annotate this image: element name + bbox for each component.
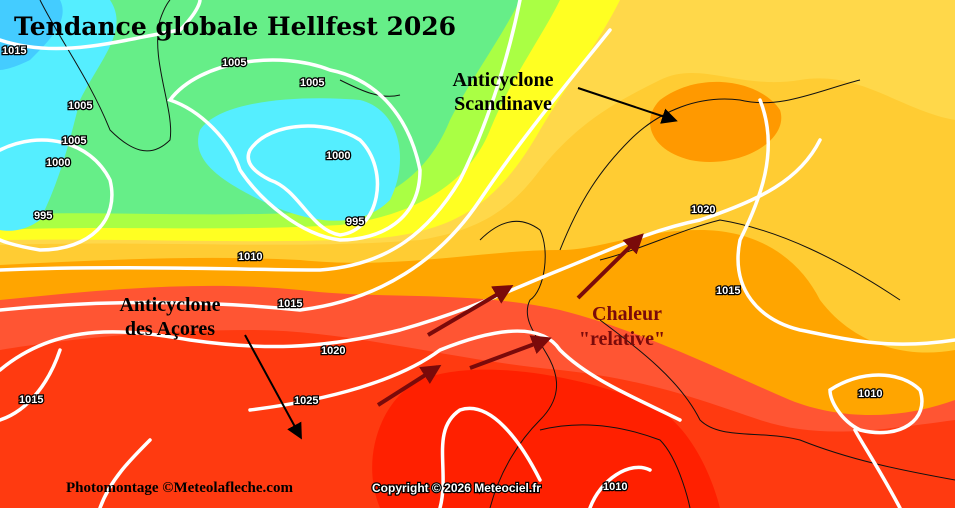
isobar-label: 1015 — [278, 298, 302, 310]
label-azores-high-line2: des Açores — [125, 318, 215, 340]
isobar-label: 1015 — [2, 45, 26, 57]
isobar-label: 1010 — [603, 481, 627, 493]
isobar-label: 1000 — [326, 150, 350, 162]
isobar-label: 1015 — [716, 285, 740, 297]
heat-arrow — [376, 364, 442, 407]
isobar-label: 995 — [346, 216, 364, 228]
copyright-credit: Copyright © 2026 Meteociel.fr — [372, 481, 541, 495]
isobar-label: 1000 — [46, 157, 70, 169]
isobar-label: 1010 — [858, 388, 882, 400]
photomontage-credit: Photomontage ©Meteolafleche.com — [66, 480, 293, 496]
coastlines — [39, 0, 955, 508]
isobar-label: 995 — [34, 210, 52, 222]
arrow-scandinavian-high — [577, 87, 678, 124]
isobar-label: 1005 — [68, 100, 92, 112]
label-heat-line2: "relative" — [579, 328, 665, 350]
heat-arrow — [426, 284, 514, 337]
isobar-label: 1005 — [62, 135, 86, 147]
arrow-azores-high — [244, 334, 302, 440]
isobar-label: 1005 — [300, 77, 324, 89]
label-scandinavian-high-line2: Scandinave — [454, 93, 552, 115]
annotations: Anticyclone Scandinave Anticyclone des A… — [119, 69, 665, 350]
label-azores-high-line1: Anticyclone — [119, 294, 220, 316]
heat-arrow — [576, 233, 644, 300]
isobar-label: 1025 — [294, 395, 318, 407]
isobar-labels: 1015 1005 1005 1005 1005 1000 1000 995 9… — [1, 44, 884, 495]
map-title: Tendance globale Hellfest 2026 — [14, 12, 456, 41]
label-scandinavian-high-line1: Anticyclone — [452, 69, 553, 91]
isobar-label: 1005 — [222, 57, 246, 69]
isobar-label: 1015 — [19, 394, 43, 406]
isobar-label: 1020 — [691, 204, 715, 216]
isobar-label: 1010 — [238, 251, 262, 263]
annotation-arrows — [244, 87, 678, 440]
label-heat-line1: Chaleur — [592, 303, 662, 325]
heat-arrow — [469, 335, 552, 370]
isobar-label: 1020 — [321, 345, 345, 357]
